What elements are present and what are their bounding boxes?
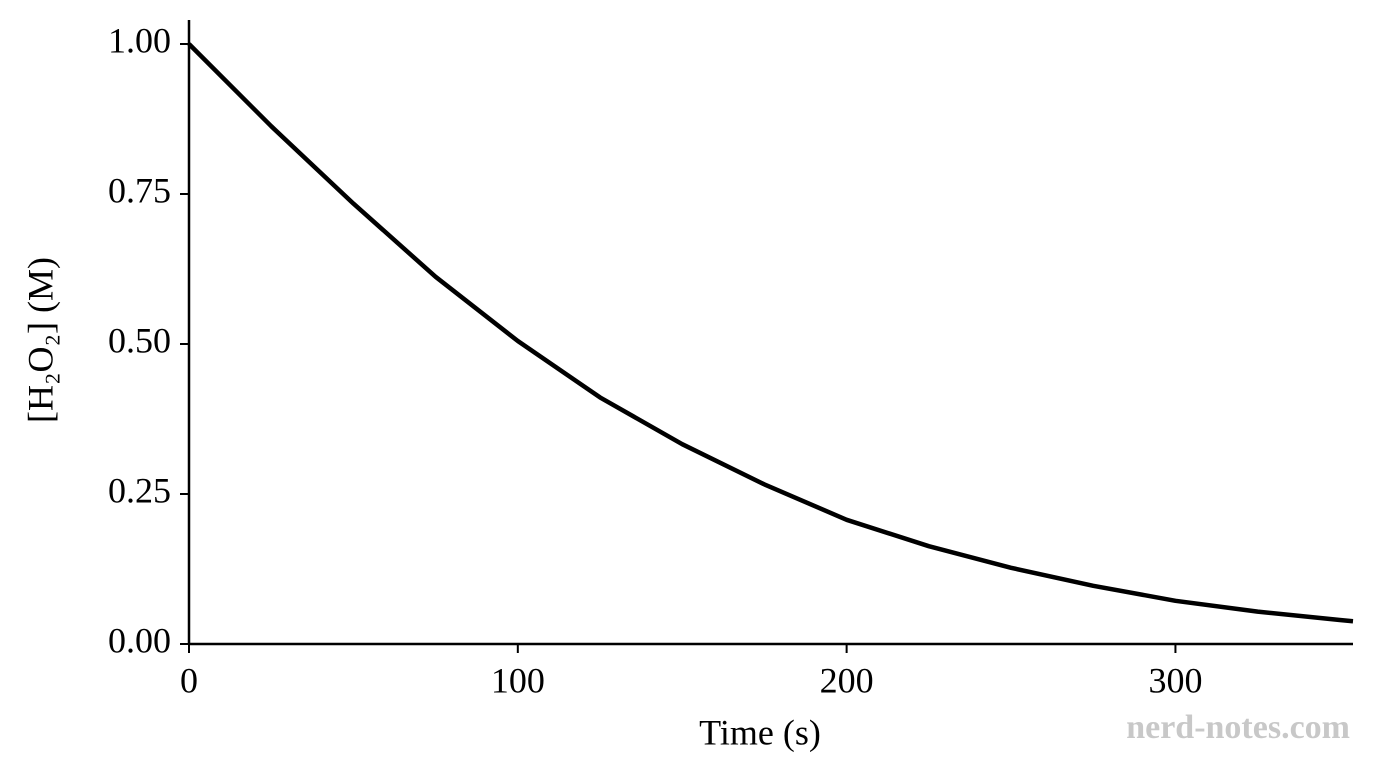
y-tick-label: 0.75 (108, 170, 171, 210)
y-tick-label: 0.00 (108, 620, 171, 660)
y-axis-label: [H₂O₂] (M) (20, 257, 60, 423)
x-tick-label: 300 (1148, 660, 1202, 700)
data-line (187, 42, 1354, 624)
x-axis-label: Time (s) (699, 712, 821, 752)
watermark: nerd-notes.com (1126, 709, 1350, 746)
y-tick-label: 0.25 (108, 470, 171, 510)
x-tick-label: 0 (180, 660, 198, 700)
y-tick-label: 0.50 (108, 320, 171, 360)
x-tick-label: 200 (820, 660, 874, 700)
y-tick-label: 1.00 (108, 20, 171, 60)
x-tick-label: 100 (491, 660, 545, 700)
